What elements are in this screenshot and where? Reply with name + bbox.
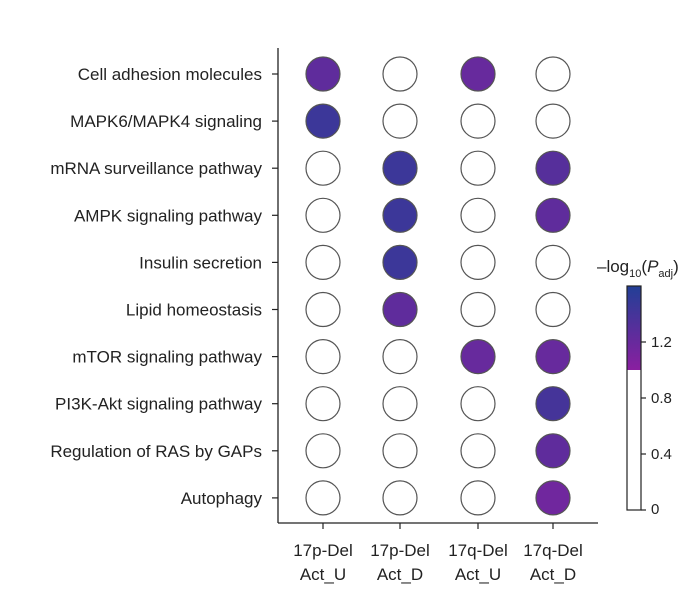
dot xyxy=(382,150,418,186)
dot xyxy=(382,56,418,92)
colorbar-gradient-segment xyxy=(627,286,641,370)
dot xyxy=(382,197,418,233)
dot xyxy=(460,386,496,422)
row-label: PI3K-Akt signaling pathway xyxy=(55,395,262,414)
dot xyxy=(535,291,571,328)
colorbar-tick-label: 1.2 xyxy=(651,334,672,351)
dot xyxy=(535,56,571,92)
dot xyxy=(535,339,571,375)
dot xyxy=(305,150,341,186)
column-label-line2: Act_U xyxy=(455,565,501,584)
row-label: mTOR signaling pathway xyxy=(72,348,262,367)
dot xyxy=(460,433,496,469)
dot xyxy=(305,197,341,233)
dot xyxy=(305,244,341,280)
column-label-line1: 17p-Del xyxy=(370,541,430,560)
row-label: mRNA surveillance pathway xyxy=(50,159,262,178)
dot xyxy=(535,103,571,139)
dot xyxy=(460,56,496,92)
dot xyxy=(305,339,341,375)
dot xyxy=(460,291,496,328)
dot xyxy=(535,244,571,280)
colorbar-tick-label: 0 xyxy=(651,501,659,518)
column-label-line2: Act_D xyxy=(377,565,423,584)
dot xyxy=(382,103,418,139)
dot xyxy=(460,339,496,375)
dot xyxy=(460,103,496,139)
dot xyxy=(305,386,341,422)
column-labels: 17p-Del Act_U 17p-Del Act_D 17q-Del Act_U 17q-… xyxy=(293,541,583,584)
dot xyxy=(382,386,418,422)
dots xyxy=(305,56,571,516)
dot xyxy=(382,433,418,469)
dot xyxy=(535,480,571,516)
dot xyxy=(460,197,496,233)
colorbar-low-segment xyxy=(627,370,641,510)
colorbar: 0 0.4 0.8 1.2 –log10(Padj) xyxy=(597,257,679,518)
row-label: MAPK6/MAPK4 signaling xyxy=(70,112,262,131)
row-label: Regulation of RAS by GAPs xyxy=(50,442,262,461)
colorbar-tick-label: 0.4 xyxy=(651,446,672,463)
column-label-line2: Act_U xyxy=(300,565,346,584)
dot xyxy=(305,291,341,328)
dot xyxy=(305,480,341,516)
dot xyxy=(305,103,341,139)
row-label: AMPK signaling pathway xyxy=(74,206,263,225)
row-labels: Cell adhesion molecules MAPK6/MAPK4 signa… xyxy=(50,65,262,508)
row-label: Lipid homeostasis xyxy=(126,301,262,320)
row-label: Insulin secretion xyxy=(139,253,262,272)
dot xyxy=(460,244,496,280)
dot xyxy=(382,244,418,280)
dot xyxy=(382,291,418,328)
column-label-line1: 17q-Del xyxy=(523,541,583,560)
dot xyxy=(382,339,418,375)
column-label-line1: 17p-Del xyxy=(293,541,353,560)
dot xyxy=(535,150,571,186)
dot xyxy=(460,480,496,516)
dot xyxy=(535,433,571,469)
dot xyxy=(460,150,496,186)
row-label: Autophagy xyxy=(181,489,263,508)
dot xyxy=(305,56,341,92)
column-label-line1: 17q-Del xyxy=(448,541,508,560)
colorbar-tick-label: 0.8 xyxy=(651,390,672,407)
colorbar-title: –log10(Padj) xyxy=(597,257,679,280)
dot xyxy=(535,197,571,233)
dot xyxy=(382,480,418,516)
axes xyxy=(272,48,598,529)
dot xyxy=(535,386,571,422)
row-label: Cell adhesion molecules xyxy=(78,65,262,84)
column-label-line2: Act_D xyxy=(530,565,576,584)
dot xyxy=(305,433,341,469)
